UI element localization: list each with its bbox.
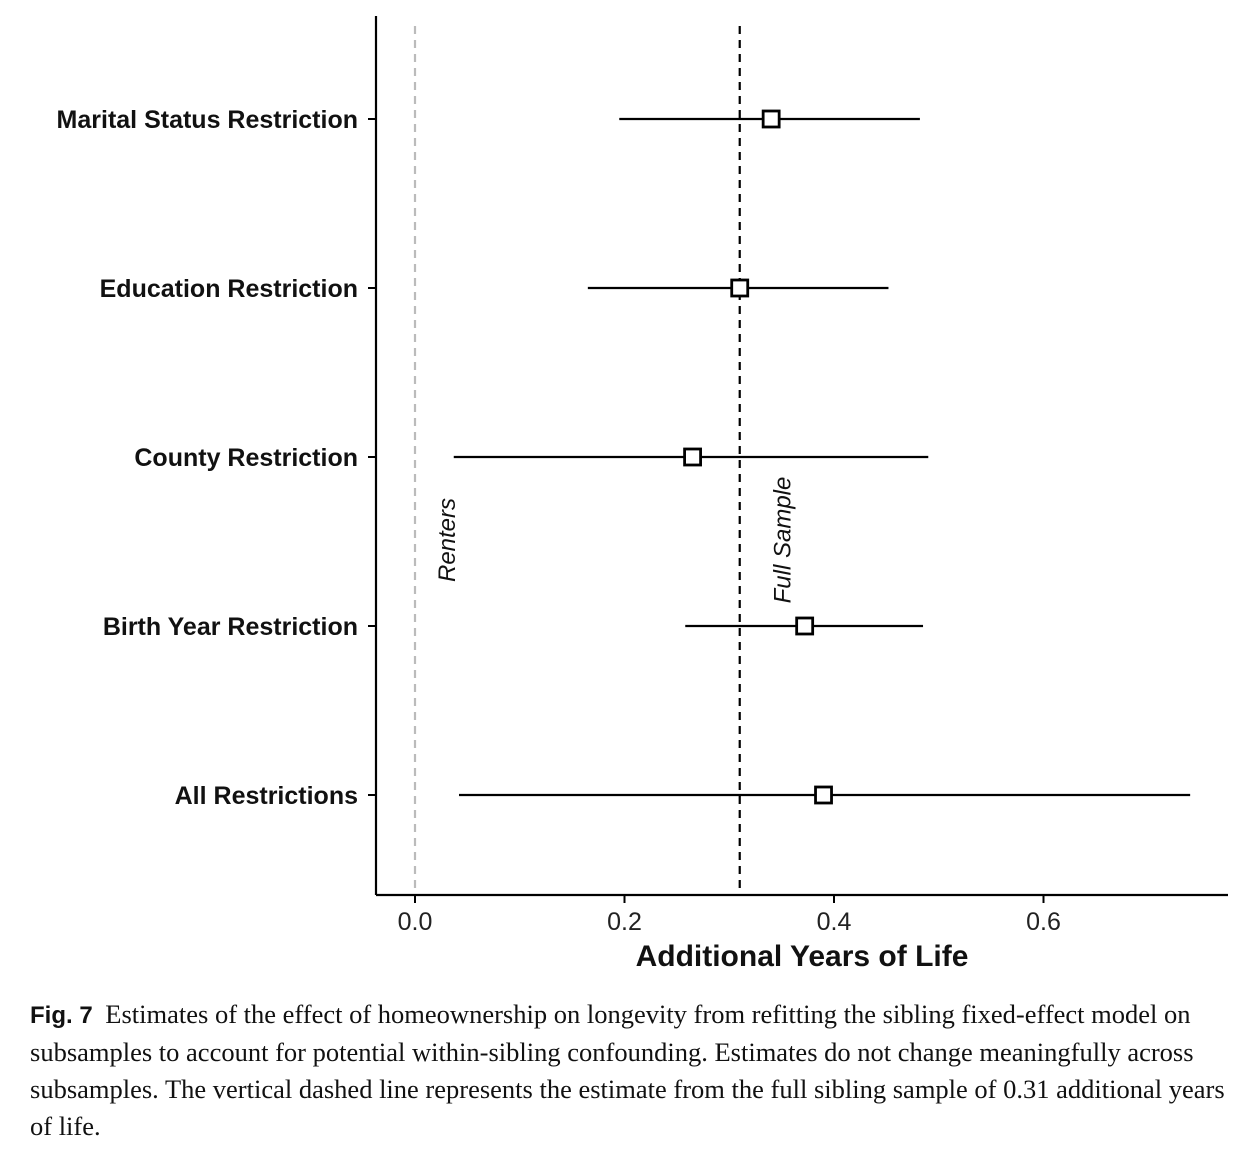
labels: Renters Full Sample Marital Status Restric… — [57, 106, 797, 810]
caption-text: Estimates of the effect of homeownership… — [30, 999, 1225, 1141]
point-estimate-marker — [730, 278, 750, 298]
category-label: Birth Year Restriction — [103, 613, 358, 641]
forest-plot: 0.0 0.2 0.4 0.6 Renters Full Sample Marital S… — [57, 16, 1228, 973]
confidence-intervals — [453, 117, 1191, 797]
category-label: All Restrictions — [175, 782, 358, 810]
x-tick-label: 0.4 — [817, 908, 852, 936]
category-label: County Restriction — [134, 444, 358, 472]
x-tick-label: 0.2 — [607, 908, 642, 936]
point-estimate-marker — [761, 109, 781, 129]
full-sample-label: Full Sample — [770, 477, 797, 604]
point-estimates — [683, 109, 833, 805]
x-axis-title: Additional Years of Life — [636, 940, 969, 973]
point-estimate-marker — [814, 785, 833, 805]
reference-lines — [413, 26, 741, 895]
renters-label: Renters — [434, 498, 461, 582]
point-estimate-marker — [795, 616, 815, 636]
category-label: Marital Status Restriction — [57, 106, 358, 134]
axes: 0.0 0.2 0.4 0.6 — [368, 16, 1228, 936]
x-tick-label: 0.0 — [398, 908, 433, 936]
figure-label: Fig. 7 — [30, 1002, 93, 1029]
category-label: Education Restriction — [100, 275, 358, 303]
x-tick-label: 0.6 — [1026, 908, 1061, 936]
figure-caption: Fig. 7 Estimates of the effect of homeow… — [30, 996, 1230, 1145]
point-estimate-marker — [683, 447, 702, 467]
